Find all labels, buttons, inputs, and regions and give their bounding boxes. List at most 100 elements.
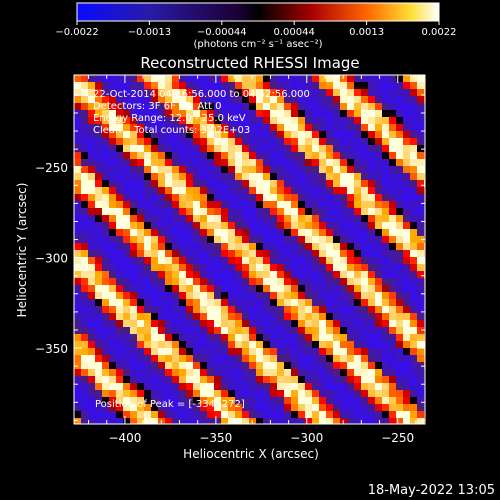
heatmap-cell bbox=[116, 418, 124, 424]
heatmap-cell bbox=[263, 180, 271, 188]
heatmap-cell bbox=[410, 103, 418, 111]
heatmap-cell bbox=[410, 299, 418, 307]
heatmap-cell bbox=[396, 152, 404, 160]
heatmap-cell bbox=[326, 327, 334, 335]
heatmap-cell bbox=[137, 341, 145, 349]
heatmap-cell bbox=[277, 292, 285, 300]
heatmap-cell bbox=[130, 208, 138, 216]
heatmap-cell bbox=[221, 124, 229, 132]
heatmap-cell bbox=[298, 383, 306, 391]
heatmap-cell bbox=[403, 299, 411, 307]
heatmap-cell bbox=[382, 117, 390, 125]
heatmap-cell bbox=[165, 75, 173, 83]
heatmap-cell bbox=[130, 75, 138, 83]
heatmap-cell bbox=[137, 173, 145, 181]
heatmap-cell bbox=[88, 229, 96, 237]
heatmap-cell bbox=[193, 341, 201, 349]
heatmap-cell bbox=[109, 110, 117, 118]
heatmap-cell bbox=[81, 82, 89, 90]
heatmap-cell bbox=[270, 103, 278, 111]
heatmap-cell bbox=[312, 418, 320, 424]
heatmap-cell bbox=[305, 257, 313, 265]
heatmap-cell bbox=[396, 299, 404, 307]
heatmap-cell bbox=[263, 348, 271, 356]
heatmap-cell bbox=[109, 82, 117, 90]
heatmap-cell bbox=[298, 110, 306, 118]
heatmap-cell bbox=[123, 236, 131, 244]
heatmap-cell bbox=[368, 124, 376, 132]
heatmap-cell bbox=[263, 341, 271, 349]
heatmap-cell bbox=[228, 89, 236, 97]
heatmap-cell bbox=[389, 159, 397, 167]
heatmap-cell bbox=[88, 187, 96, 195]
heatmap-cell bbox=[95, 320, 103, 328]
heatmap-cell bbox=[312, 327, 320, 335]
heatmap-cell bbox=[144, 292, 152, 300]
heatmap-cell bbox=[410, 117, 418, 125]
heatmap-cell bbox=[228, 383, 236, 391]
heatmap-cell bbox=[249, 327, 257, 335]
heatmap-cell bbox=[151, 89, 159, 97]
heatmap-cell bbox=[284, 369, 292, 377]
heatmap-cell bbox=[109, 75, 117, 83]
heatmap-cell bbox=[186, 334, 194, 342]
heatmap-cell bbox=[417, 383, 425, 391]
heatmap-cell bbox=[354, 376, 362, 384]
heatmap-cell bbox=[249, 124, 257, 132]
heatmap-cell bbox=[410, 208, 418, 216]
heatmap-cell bbox=[284, 96, 292, 104]
heatmap-cell bbox=[298, 124, 306, 132]
heatmap-cell bbox=[340, 292, 348, 300]
heatmap-cell bbox=[249, 243, 257, 251]
heatmap-cell bbox=[270, 173, 278, 181]
heatmap-cell bbox=[158, 187, 166, 195]
heatmap-cell bbox=[200, 383, 208, 391]
heatmap-cell bbox=[109, 187, 117, 195]
heatmap-cell bbox=[242, 397, 250, 405]
heatmap-cell bbox=[382, 166, 390, 174]
heatmap-cell bbox=[81, 222, 89, 230]
heatmap-cell bbox=[249, 313, 257, 321]
heatmap-cell bbox=[130, 404, 138, 412]
heatmap-cell bbox=[396, 131, 404, 139]
heatmap-cell bbox=[263, 96, 271, 104]
heatmap-cell bbox=[228, 299, 236, 307]
heatmap-cell bbox=[249, 348, 257, 356]
heatmap-cell bbox=[221, 404, 229, 412]
heatmap-cell bbox=[137, 292, 145, 300]
heatmap-cell bbox=[109, 320, 117, 328]
heatmap-cell bbox=[368, 320, 376, 328]
heatmap-cell bbox=[347, 75, 355, 83]
heatmap-cell bbox=[123, 369, 131, 377]
heatmap-cell bbox=[158, 285, 166, 293]
heatmap-cell bbox=[396, 292, 404, 300]
heatmap-cell bbox=[361, 383, 369, 391]
heatmap-cell bbox=[144, 215, 152, 223]
heatmap-cell bbox=[228, 250, 236, 258]
heatmap-cell bbox=[361, 89, 369, 97]
heatmap-cell bbox=[95, 369, 103, 377]
heatmap-cell bbox=[221, 96, 229, 104]
heatmap-cell bbox=[347, 180, 355, 188]
heatmap-cell bbox=[270, 89, 278, 97]
heatmap-cell bbox=[298, 376, 306, 384]
heatmap-cell bbox=[221, 397, 229, 405]
heatmap-cell bbox=[95, 236, 103, 244]
heatmap-cell bbox=[116, 250, 124, 258]
heatmap-cell bbox=[284, 264, 292, 272]
heatmap-cell bbox=[382, 369, 390, 377]
heatmap-cell bbox=[214, 397, 222, 405]
heatmap-cell bbox=[88, 159, 96, 167]
heatmap-cell bbox=[417, 411, 425, 419]
heatmap-cell bbox=[277, 348, 285, 356]
heatmap-cell bbox=[319, 180, 327, 188]
heatmap-cell bbox=[396, 348, 404, 356]
heatmap-cell bbox=[102, 243, 110, 251]
heatmap-cell bbox=[375, 306, 383, 314]
heatmap-cell bbox=[179, 103, 187, 111]
heatmap-cell bbox=[116, 257, 124, 265]
heatmap-cell bbox=[347, 334, 355, 342]
heatmap-cell bbox=[151, 96, 159, 104]
heatmap-cell bbox=[284, 229, 292, 237]
heatmap-cell bbox=[284, 404, 292, 412]
